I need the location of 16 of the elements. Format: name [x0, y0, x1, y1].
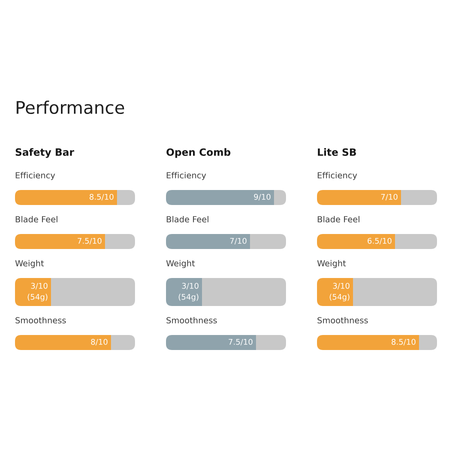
chart-title: Lite SB [318, 148, 356, 156]
y-tick-label: Efficiency [16, 172, 56, 180]
chart-title: Safety Bar [16, 148, 74, 158]
y-tick-label: Efficiency [318, 172, 358, 180]
text: Performance [16, 100, 124, 114]
y-tick-label: Blade Feel [16, 216, 58, 222]
y-tick-label: Weight [317, 260, 346, 268]
y-tick-label: Weight [15, 260, 44, 268]
chart-title: Open Comb [166, 148, 230, 158]
y-tick-label: Smoothness [318, 316, 368, 324]
y-tick-label: Blade Feel [166, 216, 208, 222]
y-tick-label: Blade Feel [318, 216, 360, 222]
y-tick-label: Efficiency [166, 172, 206, 180]
y-tick-label: Smoothness [166, 316, 217, 324]
y-tick-label: Smoothness [16, 316, 66, 324]
y-tick-label: Weight [166, 260, 195, 268]
